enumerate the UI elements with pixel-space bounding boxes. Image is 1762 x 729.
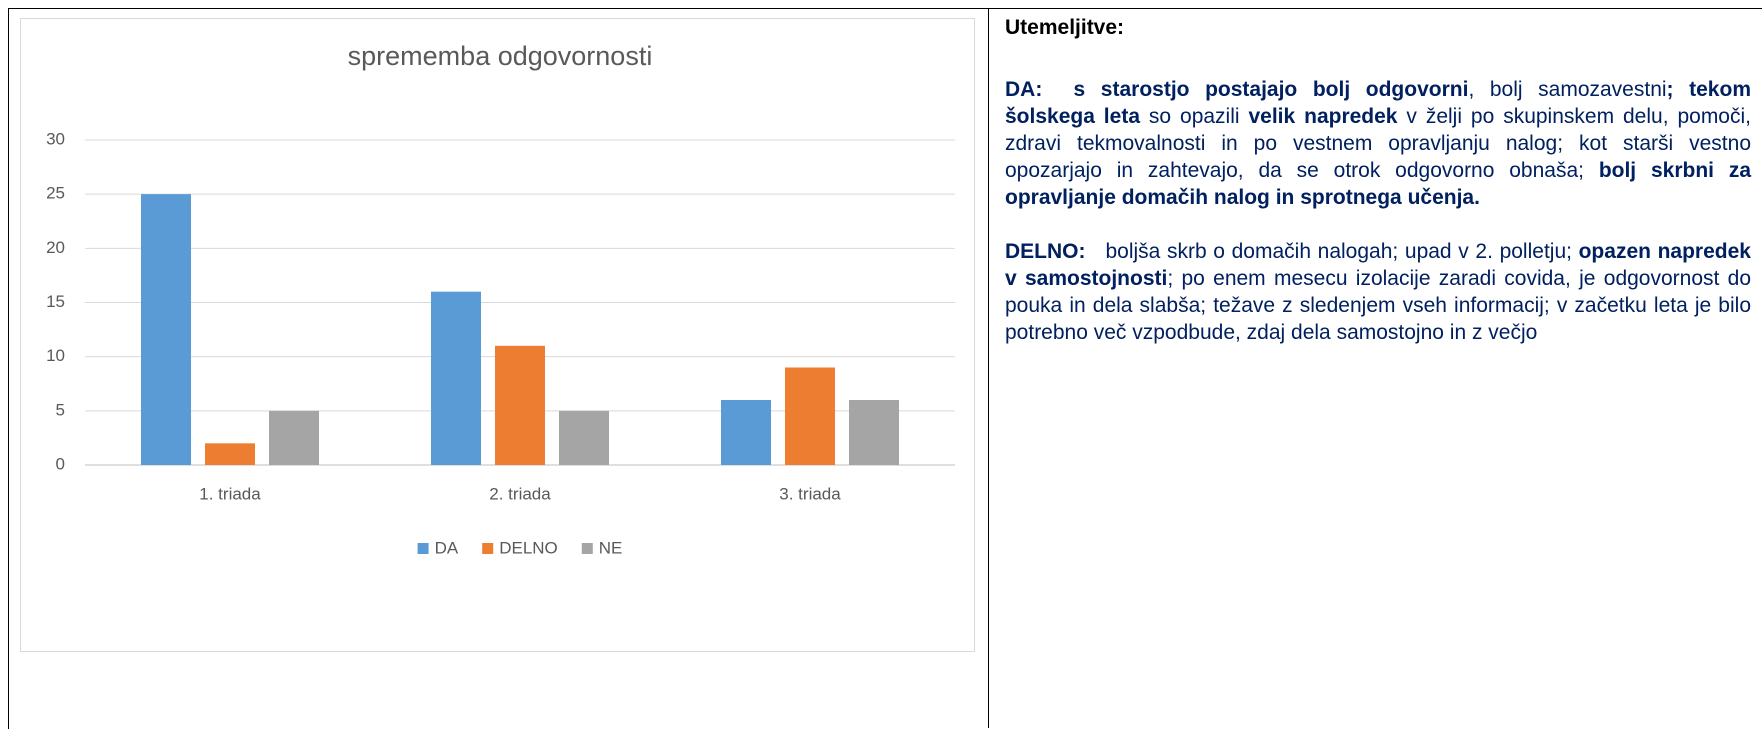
page: sprememba odgovornosti 0 5 10 15 20 25 30 1. tr… [8,8,1762,729]
x-tick-label: 2. triada [489,484,551,503]
bold-run: opazen napredek v samostojnosti [1005,240,1757,290]
bold-run: velik napredek [1248,105,1398,128]
x-tick-label: 1. triada [199,484,261,503]
legend-label: NE [599,538,623,557]
bar [785,367,835,465]
y-tick-label: 20 [46,238,65,257]
bar [269,410,319,465]
paragraph: DA: s starostjo postajajo bolj odgovorni… [1005,76,1751,211]
y-tick-label: 10 [46,346,65,365]
bar [431,291,481,465]
legend-swatch [417,543,429,554]
text-run: , bolj samozavestni [1468,78,1667,101]
bar [205,443,255,465]
y-tick-label: 0 [56,454,65,473]
legend-label: DELNO [499,538,558,557]
y-tick-label: 15 [46,292,65,311]
text-run: ; po enem mesecu izolacije zaradi covida… [1005,267,1757,344]
bar [495,345,545,465]
text-column: Utemeljitve: DA: s starostjo postajajo b… [1005,14,1751,373]
y-tick-label: 5 [56,400,65,419]
heading: Utemeljitve: [1005,16,1125,39]
legend-swatch [581,543,593,554]
y-tick-label: 25 [46,184,65,203]
bar [849,400,899,465]
chart-frame [20,18,975,652]
text-run: boljša skrb o domačih nalogah; upad v 2.… [1085,240,1579,263]
legend-swatch [482,543,494,554]
bold-run: DA: s starostjo postajajo bolj odgovorni [1005,78,1469,101]
y-tick-label: 30 [46,129,65,148]
column-divider [988,8,989,728]
bold-run: DELNO: [1005,240,1086,263]
table-frame [8,8,1762,729]
bar [721,400,771,465]
bold-run: bolj skrbni za opravljanje domačih nalog… [1005,159,1757,209]
bold-run: ; tekom šolskega leta [1005,78,1757,128]
chart-title: sprememba odgovornosti [348,41,653,71]
chart: sprememba odgovornosti 0 5 10 15 20 25 30 1. tr… [46,41,955,557]
paragraph: DELNO: boljša skrb o domačih nalogah; up… [1005,238,1751,346]
x-tick-label: 3. triada [779,484,841,503]
text-run: so opazili [1140,105,1249,128]
bar [141,194,191,465]
bar [559,410,609,465]
text-run: v želji po skupinskem delu, pomoči, zdra… [1005,105,1757,182]
legend-label: DA [435,538,459,557]
